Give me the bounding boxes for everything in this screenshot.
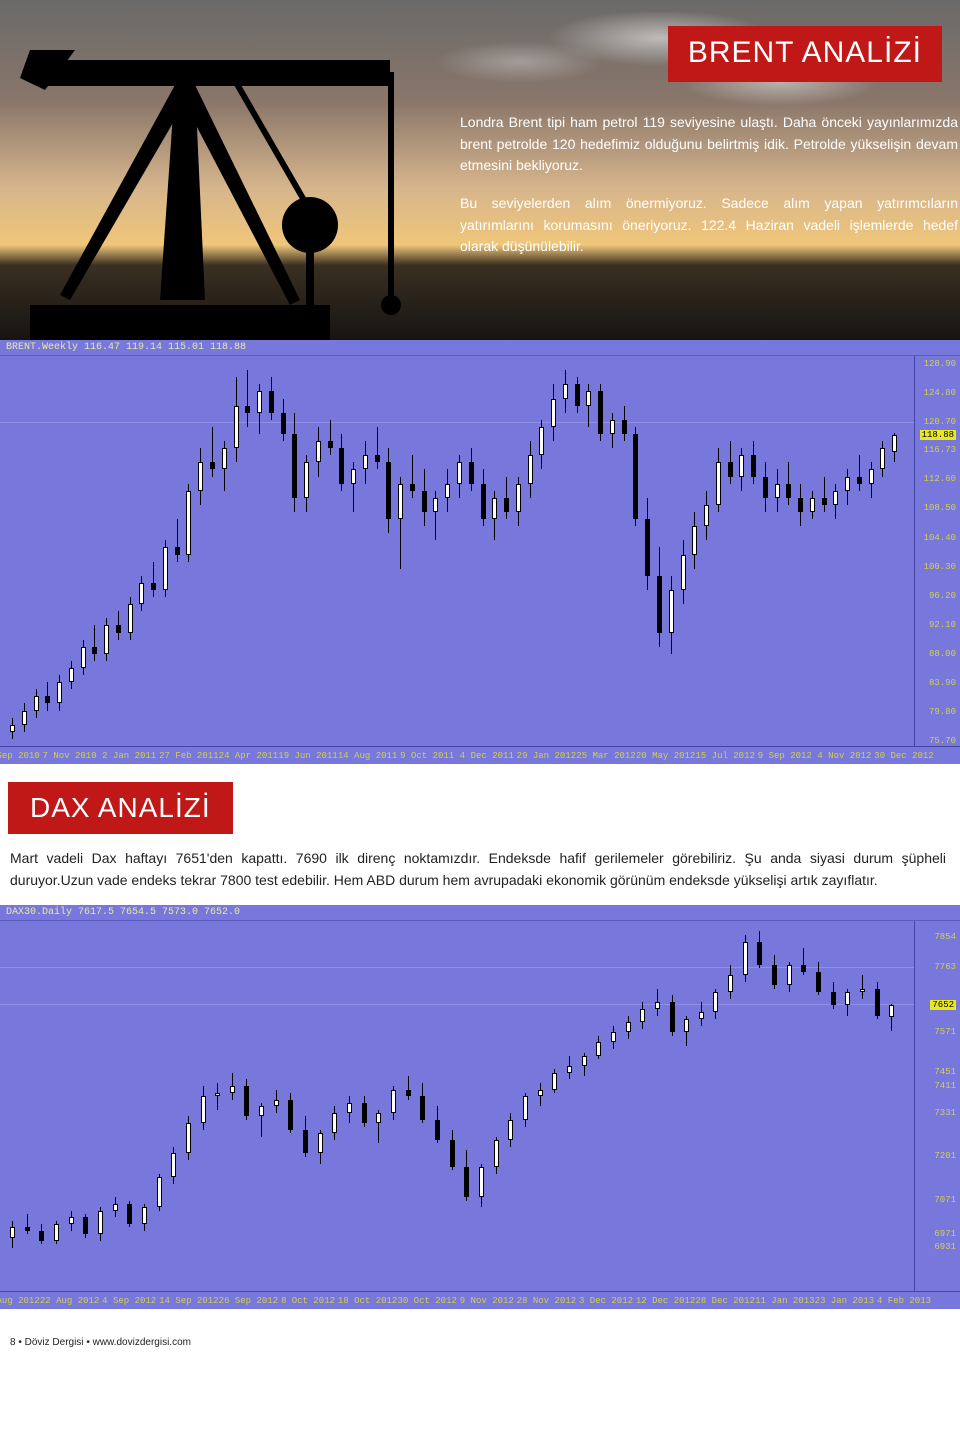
dax-chart-header: DAX30.Daily 7617.5 7654.5 7573.0 7652.0 xyxy=(0,905,960,921)
page-number: 8 xyxy=(10,1337,16,1348)
brent-para2: Bu seviyelerden alım önermiyoruz. Sadece… xyxy=(460,193,958,258)
dax-plot-area xyxy=(0,921,914,1291)
dax-summary: Mart vadeli Dax haftayı 7651'den kapattı… xyxy=(0,848,960,905)
brent-title: BRENT ANALİZİ xyxy=(668,26,942,82)
dax-x-axis: 13 Aug 201222 Aug 20124 Sep 201214 Sep 2… xyxy=(0,1291,960,1309)
dax-chart: DAX30.Daily 7617.5 7654.5 7573.0 7652.0 … xyxy=(0,905,960,1309)
brent-para1: Londra Brent tipi ham petrol 119 seviyes… xyxy=(460,112,958,177)
dax-title: DAX ANALİZİ xyxy=(8,782,233,834)
hero-image: BRENT ANALİZİ Londra Brent tipi ham petr… xyxy=(0,0,960,340)
brent-chart-header: BRENT.Weekly 116.47 119.14 115.01 118.88 xyxy=(0,340,960,356)
brent-chart: BRENT.Weekly 116.47 119.14 115.01 118.88… xyxy=(0,340,960,764)
oil-pump-silhouette xyxy=(10,50,490,340)
brent-y-axis: 128.90124.80120.70118.88116.73112.60108.… xyxy=(914,356,960,746)
dax-y-axis: 7854776376527571745174117331720170716931… xyxy=(914,921,960,1291)
footer-mag: Döviz Dergisi xyxy=(18,1337,83,1348)
page-footer: 8 Döviz Dergisi www.dovizdergisi.com xyxy=(0,1309,960,1358)
brent-summary: Londra Brent tipi ham petrol 119 seviyes… xyxy=(460,112,960,274)
brent-plot-area xyxy=(0,356,914,746)
footer-site: www.dovizdergisi.com xyxy=(86,1337,191,1348)
brent-x-axis: 12 Sep 20107 Nov 20102 Jan 201127 Feb 20… xyxy=(0,746,960,764)
